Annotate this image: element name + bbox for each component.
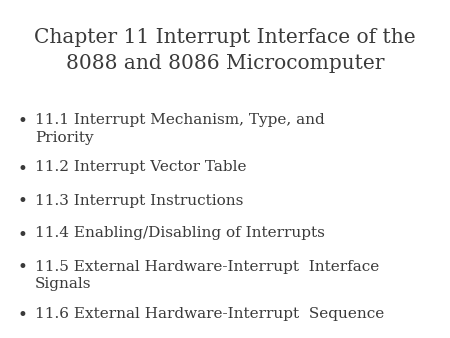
Text: •: • [17,260,27,276]
Text: 11.2 Interrupt Vector Table: 11.2 Interrupt Vector Table [35,161,247,174]
Text: •: • [17,307,27,324]
Text: 11.6 External Hardware-Interrupt  Sequence: 11.6 External Hardware-Interrupt Sequenc… [35,307,384,321]
Text: •: • [17,161,27,177]
Text: •: • [17,226,27,243]
Text: 11.5 External Hardware-Interrupt  Interface
Signals: 11.5 External Hardware-Interrupt Interfa… [35,260,379,291]
Text: 11.3 Interrupt Instructions: 11.3 Interrupt Instructions [35,193,243,208]
Text: 11.1 Interrupt Mechanism, Type, and
Priority: 11.1 Interrupt Mechanism, Type, and Prio… [35,113,325,145]
Text: •: • [17,193,27,211]
Text: •: • [17,113,27,130]
Text: Chapter 11 Interrupt Interface of the
8088 and 8086 Microcomputer: Chapter 11 Interrupt Interface of the 80… [34,28,416,73]
Text: 11.4 Enabling/Disabling of Interrupts: 11.4 Enabling/Disabling of Interrupts [35,226,325,241]
